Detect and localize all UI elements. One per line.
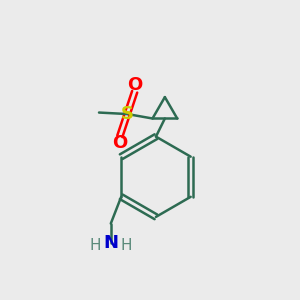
Text: O: O (127, 76, 142, 94)
Text: S: S (121, 105, 134, 123)
Text: H: H (121, 238, 132, 253)
Text: O: O (112, 134, 128, 152)
Text: H: H (90, 238, 101, 253)
Text: N: N (103, 234, 118, 252)
